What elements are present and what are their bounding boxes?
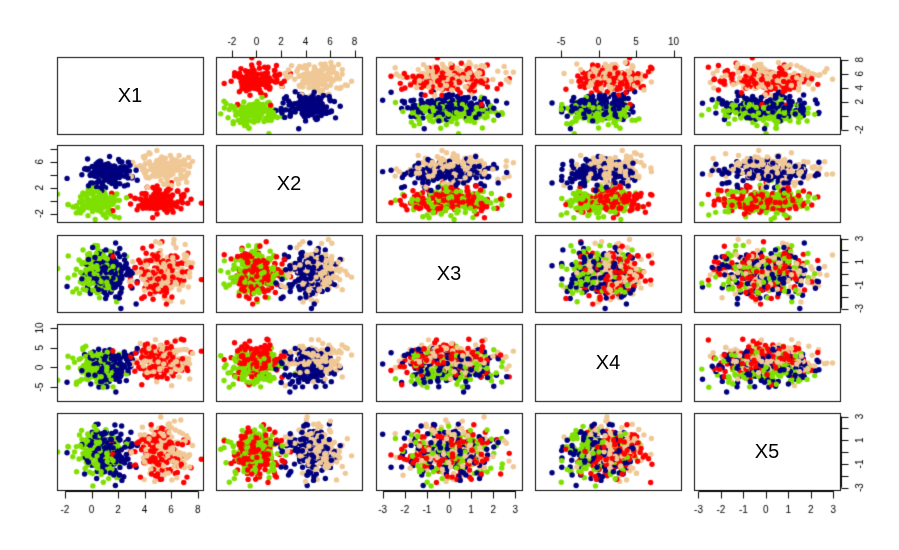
diag-label-x5: X5 bbox=[754, 441, 780, 463]
diag-label-x4: X4 bbox=[595, 352, 621, 374]
diag-label-x1: X1 bbox=[117, 85, 143, 107]
diag-label-x2: X2 bbox=[276, 173, 302, 195]
diag-label-x3: X3 bbox=[436, 263, 462, 285]
